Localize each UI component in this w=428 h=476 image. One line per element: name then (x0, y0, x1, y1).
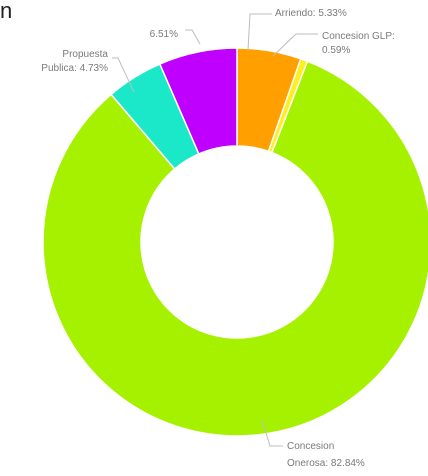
data-label: Publica: 4.73% (41, 63, 108, 74)
data-label: Onerosa: 82.84% (287, 458, 365, 469)
slice-unlabeled[interactable] (158, 47, 238, 155)
data-label: Arriendo: 5.33% (275, 8, 347, 19)
data-label: 0.59% (322, 45, 350, 56)
partial-header-text: n (0, 0, 13, 23)
leader-line (272, 33, 318, 57)
data-label: Propuesta (62, 49, 108, 60)
leader-line (112, 57, 135, 93)
leader-line (185, 29, 201, 45)
leader-line (261, 419, 283, 447)
leader-line (247, 13, 272, 51)
data-label: Concesion (287, 441, 334, 452)
data-label: Concesion GLP: (322, 31, 395, 42)
slice-concesion-onerosa[interactable] (42, 60, 428, 437)
data-label: 6.51% (150, 29, 178, 40)
